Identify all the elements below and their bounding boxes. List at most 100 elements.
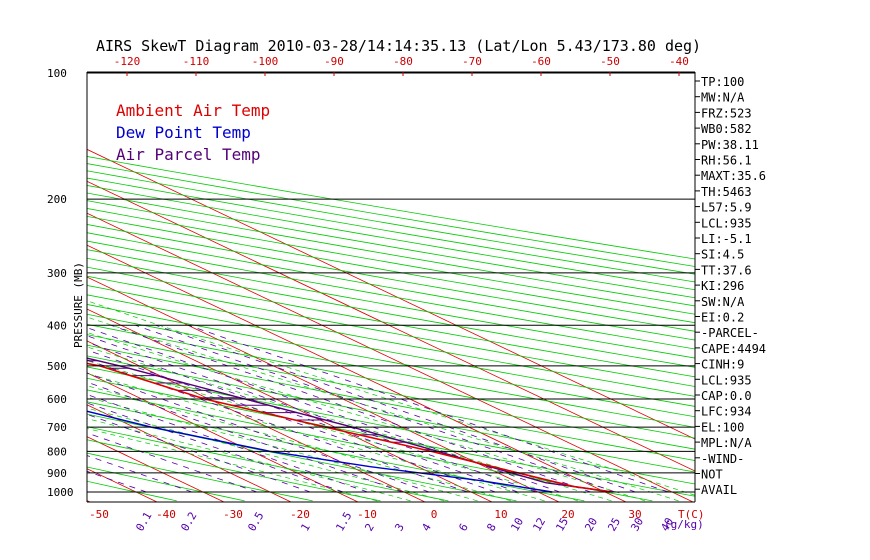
mixing-ratio-tick: 6	[456, 521, 471, 533]
stability-index: SI:4.5	[701, 248, 744, 262]
dry-adiabat	[87, 439, 381, 502]
pressure-tick-label: 1000	[47, 486, 74, 499]
top-temp-tick: -60	[531, 55, 551, 68]
stability-index: MPL:N/A	[701, 436, 752, 450]
isotherm-line	[87, 180, 695, 472]
dry-adiabat	[87, 452, 313, 502]
mixing-ratio-line	[87, 341, 518, 493]
moist-adiabat	[87, 332, 646, 502]
pressure-tick-label: 500	[47, 360, 67, 373]
ambient-temp-line	[87, 362, 613, 493]
bottom-temp-tick: -20	[290, 508, 310, 521]
dry-adiabat	[87, 215, 695, 324]
pressure-tick-label: 700	[47, 421, 67, 434]
mixing-ratio-line	[87, 372, 430, 493]
stability-index: EI:0.2	[701, 311, 744, 325]
dry-adiabat	[87, 401, 585, 502]
isotherm-line	[87, 340, 426, 502]
mixing-ratio-line	[87, 349, 496, 493]
top-temp-tick: -50	[600, 55, 620, 68]
mixing-ratio-tick: 0.1	[133, 510, 154, 534]
stability-index: CINH:9	[701, 358, 744, 372]
dry-adiabat	[87, 208, 695, 315]
mixing-ratio-tick: 2	[362, 521, 377, 533]
stability-index: -PARCEL-	[701, 326, 759, 340]
dry-adiabat	[87, 170, 695, 275]
stability-index: RH:56.1	[701, 154, 752, 168]
mixing-ratio-line	[87, 381, 404, 493]
bottom-temp-tick: 10	[494, 508, 507, 521]
dry-adiabat	[87, 224, 695, 332]
mixing-ratio-line	[87, 455, 193, 493]
mixing-ratio-line	[135, 324, 616, 493]
pressure-tick-label: 900	[47, 467, 67, 480]
mixing-ratio-tick: 0.2	[178, 510, 199, 534]
grid-lines	[0, 72, 695, 502]
legend-parcel: Air Parcel Temp	[116, 145, 261, 164]
mixing-ratio-tick: 20	[582, 516, 600, 534]
stability-index: TH:5463	[701, 185, 752, 199]
pressure-tick-label: 400	[47, 319, 67, 332]
stability-index: TT:37.6	[701, 263, 752, 277]
mixing-ratio-line	[87, 432, 258, 493]
bottom-temp-tick: -10	[357, 508, 377, 521]
dry-adiabat	[87, 313, 695, 428]
dry-adiabat	[87, 177, 695, 283]
isotherm-line	[87, 404, 292, 502]
mixing-ratio-tick: 12	[530, 516, 548, 534]
isotherm-line	[87, 148, 695, 440]
legend: Ambient Air Temp Dew Point Temp Air Parc…	[116, 101, 270, 164]
stability-index: LCL:935	[701, 373, 752, 387]
top-temp-tick: -120	[114, 55, 141, 68]
dry-adiabat	[87, 294, 695, 407]
stability-index: LFC:934	[701, 405, 752, 419]
chart-title: AIRS SkewT Diagram 2010-03-28/14:14:35.1…	[96, 37, 701, 55]
dry-adiabat	[87, 323, 695, 439]
dry-adiabat	[87, 285, 695, 397]
bottom-temp-tick: 0	[431, 508, 438, 521]
dry-adiabat	[87, 355, 695, 473]
bottom-temp-tick: 30	[628, 508, 641, 521]
moist-adiabat	[87, 407, 445, 502]
dewpoint-line	[87, 410, 553, 493]
stability-index: NOT	[701, 468, 723, 482]
parcel-line	[87, 357, 613, 493]
isotherm-line	[0, 72, 23, 502]
top-temp-tick: -110	[183, 55, 210, 68]
top-temp-tick: -80	[393, 55, 413, 68]
mixing-ratio-line	[87, 359, 468, 493]
stability-index: AVAIL	[701, 483, 737, 497]
moist-adiabat	[87, 418, 411, 502]
top-temp-tick: -90	[324, 55, 344, 68]
moist-adiabat	[87, 428, 378, 502]
bottom-temp-tick: -50	[89, 508, 109, 521]
dry-adiabat	[87, 163, 695, 267]
stability-index: LI:-5.1	[701, 232, 752, 246]
stability-index: FRZ:523	[701, 106, 752, 120]
mixing-ratio-tick: 10	[508, 516, 526, 534]
stability-index: KI:296	[701, 279, 744, 293]
dry-adiabat	[87, 344, 695, 461]
moist-adiabat	[87, 300, 695, 496]
stability-index: EL:100	[701, 420, 744, 434]
mixing-ratio-tick: 4	[419, 521, 434, 534]
stability-index: PW:38.11	[701, 138, 759, 152]
top-temp-tick: -70	[462, 55, 482, 68]
mixing-ratio-line	[188, 324, 669, 493]
mixing-ratio-line	[87, 413, 311, 493]
mixing-ratio-tick: 3	[392, 521, 407, 533]
dry-adiabat	[87, 232, 695, 341]
top-temp-tick: -40	[669, 55, 689, 68]
isotherm-line	[87, 372, 359, 502]
pressure-tick-label: 300	[47, 267, 67, 280]
stability-index: -WIND-	[701, 452, 744, 466]
dry-adiabat	[87, 413, 517, 502]
stability-index: TP:100	[701, 75, 744, 89]
stability-index: WB0:582	[701, 122, 752, 136]
mixing-ratio-line	[87, 335, 537, 493]
stability-index: LCL:935	[701, 216, 752, 230]
mixing-ratio-tick: 1	[298, 521, 313, 533]
pressure-tick-label: 100	[47, 67, 67, 80]
